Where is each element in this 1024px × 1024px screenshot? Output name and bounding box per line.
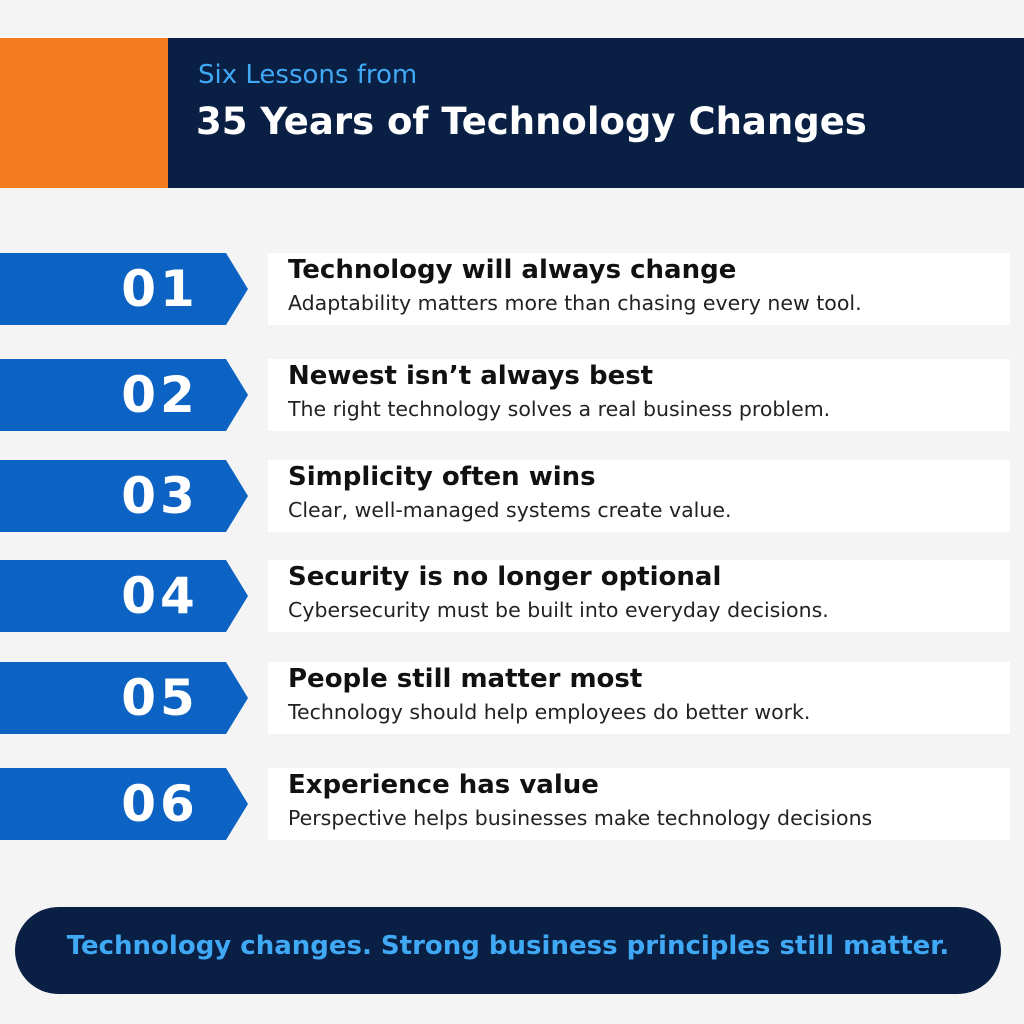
lesson-number-arrow: 04 — [0, 560, 248, 632]
header-accent-block — [0, 38, 168, 188]
lesson-card: Security is no longer optional Cybersecu… — [268, 560, 1010, 632]
lesson-title: Experience has value — [288, 770, 599, 800]
lesson-item-3: Simplicity often wins Clear, well-manage… — [0, 460, 1010, 532]
header-banner: Six Lessons from 35 Years of Technology … — [168, 38, 1024, 188]
lesson-card: People still matter most Technology shou… — [268, 662, 1010, 734]
footer-tagline: Technology changes. Strong business prin… — [66, 931, 950, 961]
lesson-title: Newest isn’t always best — [288, 361, 654, 391]
lesson-description: Technology should help employees do bett… — [288, 700, 811, 724]
lesson-card: Newest isn’t always best The right techn… — [268, 359, 1010, 431]
header-subtitle: Six Lessons from — [198, 60, 418, 90]
lesson-number-arrow: 05 — [0, 662, 248, 734]
lesson-title: Technology will always change — [288, 255, 737, 285]
lesson-number: 03 — [121, 467, 199, 525]
lesson-number-arrow: 02 — [0, 359, 248, 431]
lesson-item-1: Technology will always change Adaptabili… — [0, 253, 1010, 325]
lesson-title: People still matter most — [288, 664, 643, 694]
lesson-card: Simplicity often wins Clear, well-manage… — [268, 460, 1010, 532]
lesson-title: Security is no longer optional — [288, 562, 722, 592]
lesson-item-5: People still matter most Technology shou… — [0, 662, 1010, 734]
lesson-description: Clear, well-managed systems create value… — [288, 498, 732, 522]
lesson-card: Experience has value Perspective helps b… — [268, 768, 1010, 840]
lesson-description: Adaptability matters more than chasing e… — [288, 291, 862, 315]
lesson-number: 05 — [121, 669, 199, 727]
lesson-description: Perspective helps businesses make techno… — [288, 806, 873, 830]
lesson-title: Simplicity often wins — [288, 462, 596, 492]
lesson-item-4: Security is no longer optional Cybersecu… — [0, 560, 1010, 632]
lesson-description: Cybersecurity must be built into everyda… — [288, 598, 829, 622]
lesson-number: 01 — [121, 260, 199, 318]
lesson-number-arrow: 06 — [0, 768, 248, 840]
lesson-card: Technology will always change Adaptabili… — [268, 253, 1010, 325]
lesson-number-arrow: 03 — [0, 460, 248, 532]
footer-banner: Technology changes. Strong business prin… — [15, 907, 1001, 994]
lesson-number: 04 — [121, 567, 199, 625]
lesson-description: The right technology solves a real busin… — [288, 397, 831, 421]
lesson-item-6: Experience has value Perspective helps b… — [0, 768, 1010, 840]
lesson-item-2: Newest isn’t always best The right techn… — [0, 359, 1010, 431]
lesson-number-arrow: 01 — [0, 253, 248, 325]
page-title: 35 Years of Technology Changes — [196, 100, 867, 143]
lesson-number: 02 — [121, 366, 199, 424]
lesson-number: 06 — [121, 775, 199, 833]
